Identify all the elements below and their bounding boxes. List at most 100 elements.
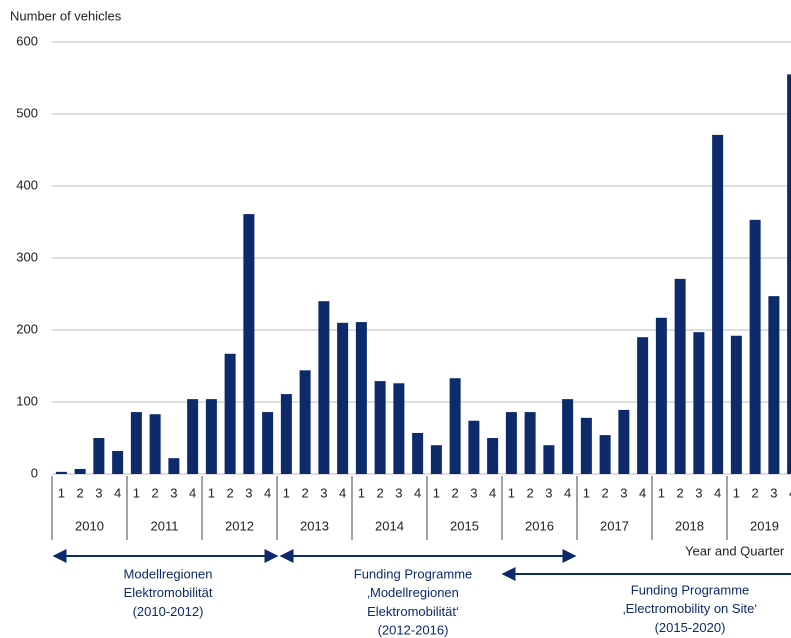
x-tick-label: 2 — [602, 485, 609, 500]
bar — [374, 381, 386, 474]
bar — [693, 332, 705, 474]
x-tick-label: 3 — [245, 485, 252, 500]
bar — [318, 301, 330, 474]
bar — [524, 412, 536, 474]
year-label: 2012 — [225, 518, 254, 533]
y-tick-label: 300 — [16, 249, 38, 264]
year-label: 2011 — [151, 518, 179, 533]
year-label: 2013 — [300, 518, 329, 533]
bar — [712, 134, 724, 474]
bar — [787, 74, 791, 475]
x-tick-label: 2 — [227, 485, 234, 500]
y-tick-label: 500 — [16, 105, 38, 120]
y-tick-label: 600 — [16, 33, 38, 48]
x-tick-label: 3 — [170, 485, 177, 500]
x-tick-label: 1 — [658, 485, 665, 500]
annotation: ‚Modellregionen — [367, 585, 459, 600]
x-tick-label: 3 — [695, 485, 702, 500]
annotation: Modellregionen — [124, 566, 213, 581]
annotation: (2012-2016) — [378, 623, 449, 638]
annotation: ‚Electromobility on Site‘ — [623, 601, 757, 616]
x-tick-label: 4 — [414, 485, 421, 500]
bar — [468, 420, 480, 474]
x-tick-label: 4 — [639, 485, 646, 500]
y-tick-label: 400 — [16, 177, 38, 192]
bar — [749, 219, 761, 474]
bar — [730, 335, 742, 474]
bar — [299, 370, 311, 474]
annotation: Funding Programme — [354, 566, 473, 581]
bar — [412, 432, 424, 474]
bar — [93, 438, 105, 474]
y-tick-label: 200 — [16, 321, 38, 336]
bar — [280, 394, 292, 474]
year-label: 2015 — [450, 518, 479, 533]
bar — [580, 417, 592, 474]
annotation: (2015-2020) — [655, 620, 726, 635]
x-tick-label: 1 — [133, 485, 140, 500]
bar — [562, 399, 574, 474]
x-tick-label: 4 — [264, 485, 271, 500]
chart-title: Number of vehicles — [10, 8, 122, 23]
x-tick-label: 3 — [545, 485, 552, 500]
x-tick-label: 1 — [358, 485, 365, 500]
x-tick-label: 3 — [320, 485, 327, 500]
y-tick-label: 100 — [16, 393, 38, 408]
bar — [637, 337, 649, 474]
bar — [430, 445, 442, 474]
bar — [355, 322, 367, 474]
x-tick-label: 3 — [470, 485, 477, 500]
x-tick-label: 3 — [770, 485, 777, 500]
x-tick-label: 4 — [489, 485, 496, 500]
annotation: Funding Programme — [631, 582, 750, 597]
bar — [618, 409, 630, 474]
x-tick-label: 2 — [152, 485, 159, 500]
x-tick-label: 2 — [452, 485, 459, 500]
x-tick-label: 1 — [208, 485, 215, 500]
bar — [55, 471, 67, 474]
bar — [187, 399, 199, 474]
bar — [224, 353, 236, 474]
x-tick-label: 2 — [527, 485, 534, 500]
x-tick-label: 4 — [564, 485, 571, 500]
x-tick-label: 4 — [789, 485, 791, 500]
bar — [655, 317, 667, 474]
x-tick-label: 3 — [620, 485, 627, 500]
bar — [768, 296, 780, 474]
x-tick-label: 4 — [189, 485, 196, 500]
year-label: 2010 — [75, 518, 104, 533]
x-tick-label: 2 — [752, 485, 759, 500]
bar — [262, 412, 274, 474]
bar — [674, 278, 686, 474]
bar — [543, 445, 555, 474]
x-tick-label: 4 — [714, 485, 721, 500]
annotation: Elektromobilität — [124, 585, 213, 600]
year-label: 2018 — [675, 518, 704, 533]
x-tick-label: 1 — [58, 485, 65, 500]
annotation: Elektromobilität‘ — [367, 604, 459, 619]
x-tick-label: 2 — [77, 485, 84, 500]
x-tick-label: 2 — [377, 485, 384, 500]
bar — [393, 383, 405, 474]
x-tick-label: 3 — [95, 485, 102, 500]
year-label: 2014 — [375, 518, 404, 533]
x-tick-label: 4 — [114, 485, 121, 500]
bar — [74, 468, 86, 474]
year-label: 2019 — [750, 518, 779, 533]
bar — [168, 458, 180, 474]
x-tick-label: 2 — [302, 485, 309, 500]
x-tick-label: 2 — [677, 485, 684, 500]
bar — [449, 378, 461, 474]
bar — [112, 450, 124, 474]
y-tick-label: 0 — [31, 465, 38, 480]
bar — [505, 412, 517, 474]
bar — [130, 412, 142, 474]
bar — [205, 399, 217, 474]
x-tick-label: 4 — [339, 485, 346, 500]
bar — [149, 414, 161, 474]
x-tick-label: 3 — [395, 485, 402, 500]
x-tick-label: 1 — [583, 485, 590, 500]
year-label: 2017 — [600, 518, 629, 533]
